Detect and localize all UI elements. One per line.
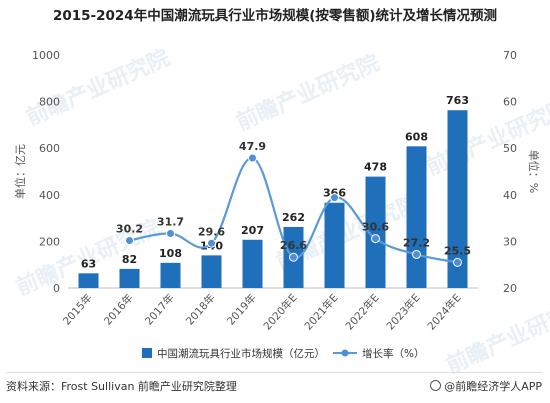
x-tick-label: 2022年E [343, 291, 382, 332]
growth-point [207, 238, 216, 248]
growth-value-label: 25.5 [444, 244, 471, 257]
growth-value-label: 31.7 [157, 215, 184, 228]
growth-point [371, 234, 380, 244]
growth-value-label: 47.9 [239, 140, 266, 153]
bar [201, 255, 222, 288]
legend-bar-label: 中国潮流玩具行业市场规模（亿元） [157, 347, 325, 360]
x-tick-label: 2015年 [60, 291, 95, 327]
bar [406, 146, 427, 288]
growth-value-label: 29.6 [198, 225, 225, 238]
y-tick-label: 800 [39, 96, 60, 109]
growth-point [289, 252, 298, 262]
bar-value-label: 608 [405, 130, 428, 143]
growth-value-label: 26.6 [280, 239, 307, 252]
growth-point [125, 235, 134, 245]
growth-value-label: 27.2 [403, 236, 430, 249]
bar-value-label: 478 [364, 161, 387, 174]
bar-value-label: 108 [159, 247, 182, 260]
bar-value-label: 207 [241, 224, 264, 237]
growth-value-label: 30.2 [116, 222, 143, 235]
y-right-tick-label: 40 [503, 189, 517, 202]
x-tick-label: 2024年E [425, 291, 464, 332]
y-tick-label: 200 [39, 235, 60, 248]
growth-point [248, 153, 257, 163]
y-right-tick-label: 60 [503, 96, 517, 109]
y-tick-label: 0 [53, 282, 60, 295]
bar [160, 262, 181, 288]
y-tick-label: 600 [39, 142, 60, 155]
growth-point [453, 257, 462, 267]
x-tick-label: 2019年 [224, 291, 259, 327]
bar-value-label: 262 [282, 211, 305, 224]
brand-label: @前瞻经济学人APP [444, 380, 542, 393]
source-note: 资料来源：Frost Sullivan 前瞻产业研究院整理 [6, 380, 237, 393]
bar [78, 273, 99, 288]
x-tick-label: 2023年E [384, 291, 423, 332]
y-axis-title: 单位：亿元 [13, 144, 27, 199]
bar [447, 110, 468, 288]
x-tick-label: 2017年 [142, 291, 177, 327]
x-tick-label: 2021年E [302, 291, 341, 332]
growth-point [412, 249, 421, 259]
growth-point [330, 193, 339, 203]
y-right-tick-label: 70 [503, 49, 517, 62]
legend-line-marker [341, 349, 349, 357]
growth-line [129, 156, 458, 264]
y-tick-label: 400 [39, 189, 60, 202]
growth-point [166, 228, 175, 238]
brand-credit: @前瞻经济学人APP [430, 378, 542, 394]
x-tick-label: 2016年 [101, 291, 136, 327]
bar [324, 202, 345, 288]
bar-value-label: 763 [446, 94, 469, 107]
footer: 资料来源：Frost Sullivan 前瞻产业研究院整理 @前瞻经济学人APP [6, 372, 542, 397]
combo-chart: 0 200 400 600 800 1000 20 30 40 50 60 70 单位：亿元 单位：% 63… [13, 49, 541, 360]
bar [365, 176, 386, 288]
bar [119, 268, 140, 288]
x-tick-label: 2018年 [183, 291, 218, 327]
y-tick-label: 1000 [32, 49, 60, 62]
growth-value-label: 30.6 [362, 221, 389, 234]
bar-value-label: 63 [81, 257, 96, 270]
brand-icon [430, 380, 442, 391]
bar-value-label: 82 [122, 253, 137, 266]
y-right-tick-label: 50 [503, 142, 517, 155]
legend-bar-swatch [142, 348, 152, 358]
y-right-tick-label: 30 [503, 235, 517, 248]
y-right-axis-title: 单位：% [527, 150, 541, 193]
legend-line-label: 增长率（%） [362, 347, 424, 360]
y-right-tick-label: 20 [503, 282, 517, 295]
bar [242, 239, 263, 288]
chart-title: 2015-2024年中国潮流玩具行业市场规模(按零售额)统计及增长情况预测 [52, 8, 498, 24]
x-tick-label: 2020年E [261, 291, 300, 332]
